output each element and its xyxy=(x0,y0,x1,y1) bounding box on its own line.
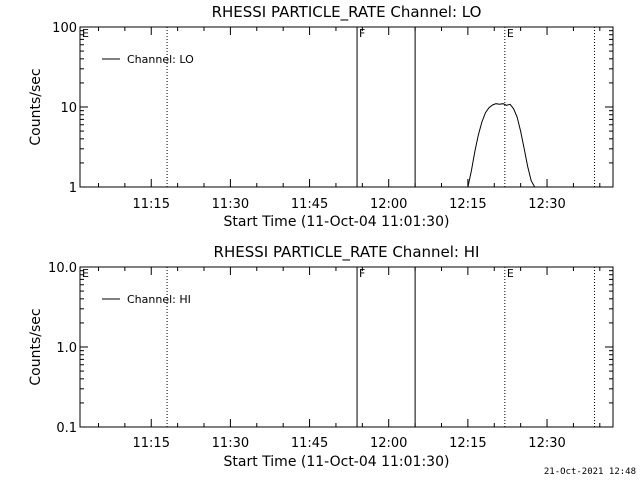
y-tick-label: 10 xyxy=(60,101,77,116)
chart-panel-2: RHESSI PARTICLE_RATE Channel: HI 0.1 1.0 10… xyxy=(28,243,614,470)
y-tick-label: 0.1 xyxy=(56,421,77,436)
x-tick-label: 11:45 xyxy=(291,197,328,212)
time-marker-label: E xyxy=(507,267,514,280)
plot-frame xyxy=(79,266,614,428)
x-axis-label: Start Time (11-Oct-04 11:01:30) xyxy=(224,454,450,470)
y-tick-label: 10.0 xyxy=(48,261,77,276)
x-tick-label: 12:15 xyxy=(449,197,486,212)
series-line xyxy=(467,103,536,188)
y-axis-label: Counts/sec xyxy=(28,68,44,145)
y-tick-label: 100 xyxy=(52,21,77,36)
timestamp-label: 21-Oct-2021 12:48 xyxy=(543,467,636,477)
x-tick-label: 11:15 xyxy=(133,197,170,212)
x-tick-label: 11:15 xyxy=(133,436,170,451)
chart-title: RHESSI PARTICLE_RATE Channel: LO xyxy=(212,3,482,22)
x-axis-label: Start Time (11-Oct-04 11:01:30) xyxy=(224,214,450,230)
y-tick-label: 1 xyxy=(69,181,77,196)
x-tick-label: 12:30 xyxy=(528,436,565,451)
x-tick-label: 11:45 xyxy=(291,436,328,451)
time-marker-label: E xyxy=(507,27,514,40)
x-tick-label: 12:00 xyxy=(370,197,407,212)
chart-title: RHESSI PARTICLE_RATE Channel: HI xyxy=(214,243,480,262)
plot-frame xyxy=(79,26,614,188)
chart-panel-1: RHESSI PARTICLE_RATE Channel: LO 1 10 100 11… xyxy=(28,3,614,230)
edge-marker-label: E xyxy=(82,27,89,40)
legend-label: Channel: LO xyxy=(127,53,194,66)
legend-label: Channel: HI xyxy=(127,293,191,306)
x-tick-label: 12:00 xyxy=(370,436,407,451)
time-marker-label: F xyxy=(359,267,365,280)
x-tick-label: 11:30 xyxy=(212,197,249,212)
y-axis-label: Counts/sec xyxy=(28,308,44,385)
x-tick-label: 11:30 xyxy=(212,436,249,451)
x-tick-label: 12:30 xyxy=(528,197,565,212)
y-tick-label: 1.0 xyxy=(56,341,77,356)
time-marker-label: F xyxy=(359,27,365,40)
x-tick-label: 12:15 xyxy=(449,436,486,451)
edge-marker-label: E xyxy=(82,267,89,280)
